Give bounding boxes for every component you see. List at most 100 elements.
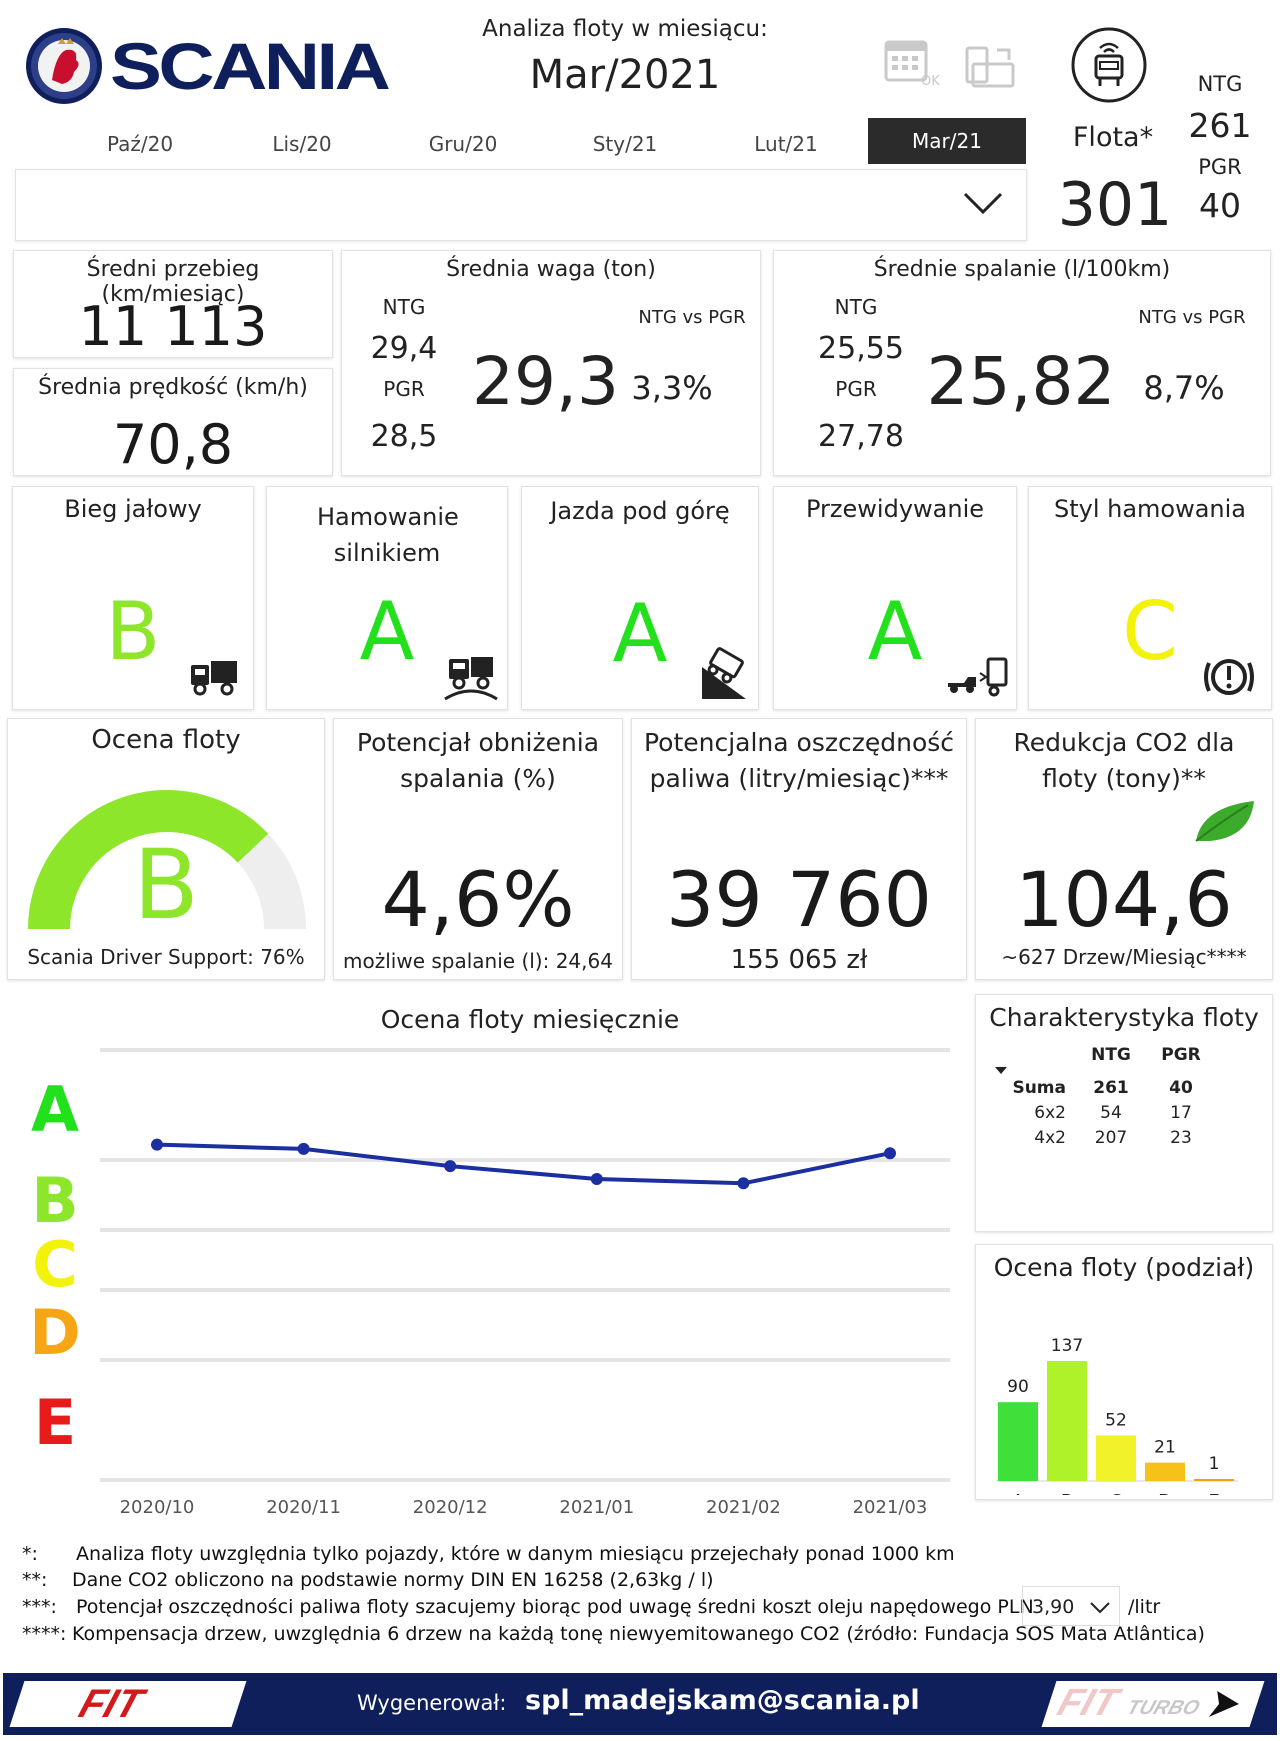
bar-value-label: 21 — [1154, 1438, 1176, 1458]
chart-grade-label: C — [32, 1228, 78, 1301]
tab-month[interactable]: Paź/20 — [106, 132, 174, 156]
score-card-anticipation: Przewidywanie A — [773, 486, 1017, 710]
weight-ntg-value: 29,4 — [370, 331, 438, 366]
chart-grade-label: D — [29, 1296, 80, 1369]
row-pgr: 17 — [1170, 1103, 1192, 1123]
bar-category-label: A — [1012, 1491, 1025, 1495]
rating-distribution-chart: 90 A 137 B 52 C 21 D 1 E — [996, 1336, 1238, 1495]
chart-x-tick: 2020/10 — [119, 1497, 195, 1518]
bar-c[interactable] — [1096, 1435, 1136, 1481]
characteristics-row: 6x2 54 17 — [996, 1103, 1256, 1127]
chart-data-point[interactable] — [444, 1160, 457, 1173]
truck-engine-brake-icon — [444, 657, 498, 701]
footer-bar: FIT Wygenerował: spl_madejskam@scania.pl… — [3, 1673, 1277, 1735]
score-grade: A — [867, 585, 923, 678]
chart-grade-label: E — [34, 1386, 76, 1459]
row-label: 6x2 — [1034, 1103, 1066, 1123]
scania-logo — [22, 24, 422, 114]
fuel-ntg-label: NTG — [834, 295, 878, 319]
calendar-icon[interactable]: OK — [880, 34, 940, 94]
savings-card: Potencjalna oszczędność paliwa (litry/mi… — [631, 718, 967, 980]
tab-month[interactable]: Lut/21 — [754, 132, 818, 156]
footnote-2-mark: **: — [22, 1569, 48, 1591]
footnote-3: Potencjał oszczędności paliwa floty szac… — [76, 1596, 1034, 1618]
fuel-ntg-value: 25,55 — [818, 331, 904, 366]
score-card-engine-brake: Hamowanie silnikiem A — [266, 486, 508, 710]
weight-value: 29,3 — [472, 343, 619, 420]
footnote-1: Analiza floty uwzględnia tylko pojazdy, … — [76, 1543, 955, 1565]
truck-uphill-icon — [702, 647, 746, 699]
fleet-rating-caption: Scania Driver Support: 76% — [27, 945, 305, 969]
potential-value: 4,6% — [381, 855, 575, 944]
leaf-icon — [1195, 801, 1254, 842]
tab-month[interactable]: Gru/20 — [428, 132, 498, 156]
co2-card: Redukcja CO2 dla floty (tony)** 104,6 ~6… — [975, 718, 1273, 980]
footnote-4: Kompensacja drzew, uwzględnia 6 drzew na… — [72, 1623, 1205, 1645]
mileage-value: 11 113 — [78, 295, 268, 358]
fuel-price-dropdown[interactable]: 3,90 — [1022, 1586, 1120, 1626]
fuel-cmp-label: NTG vs PGR — [1138, 307, 1246, 328]
tab-month[interactable]: Sty/21 — [592, 132, 658, 156]
fit-turbo-logo-sub: TURBO — [1124, 1697, 1203, 1719]
fleet-label: Flota* — [1072, 122, 1154, 153]
row-ntg: 261 — [1093, 1078, 1129, 1098]
characteristics-col-pgr: PGR — [1161, 1045, 1201, 1065]
potential-title: Potencjał obniżenia spalania (%) — [356, 728, 600, 793]
chart-data-point[interactable] — [590, 1173, 603, 1185]
bar-d[interactable] — [1145, 1462, 1185, 1481]
tab-month-active[interactable]: Mar/21 — [868, 118, 1026, 164]
fleet-rating-card: Ocena floty B Scania Driver Support: 76% — [7, 718, 325, 980]
potential-caption: możliwe spalanie (l): 24,64 — [343, 949, 613, 973]
fleet-rating-title: Ocena floty — [91, 725, 241, 755]
fleet-characteristics-card: Charakterystyka floty NTG PGR Suma 261 4… — [975, 994, 1273, 1232]
rating-distribution-title: Ocena floty (podział) — [993, 1253, 1255, 1282]
arrow-right-icon — [1208, 1691, 1239, 1717]
truck-anticipation-icon — [948, 657, 1008, 697]
fuel-price-value: 3,90 — [1032, 1596, 1075, 1618]
bar-b[interactable] — [1047, 1361, 1087, 1481]
fit-logo-left: FIT — [9, 1681, 247, 1727]
chart-data-point[interactable] — [151, 1138, 163, 1151]
fit-turbo-logo: FIT TURBO — [1041, 1681, 1265, 1727]
ntg-label: NTG — [1197, 72, 1243, 96]
generated-by-email[interactable]: spl_madejskam@scania.pl — [525, 1685, 920, 1716]
bar-e[interactable] — [1194, 1479, 1234, 1481]
co2-title: Redukcja CO2 dla floty (tony)** — [1013, 728, 1235, 793]
score-title: Bieg jałowy — [64, 495, 202, 523]
weight-card: Średnia waga (ton) NTG 29,4 PGR 28,5 29,… — [341, 250, 761, 476]
bar-a[interactable] — [998, 1402, 1038, 1481]
tab-month[interactable]: Lis/20 — [272, 132, 332, 156]
generated-by-label: Wygenerował: — [357, 1691, 507, 1715]
export-icon[interactable] — [963, 40, 1021, 92]
rating-distribution-card: Ocena floty (podział) 90 A 137 B 52 C 21 D 1 E — [975, 1244, 1273, 1500]
fuel-title: Średnie spalanie (l/100km) — [873, 257, 1171, 282]
bar-category-label: C — [1110, 1491, 1123, 1495]
score-grade: A — [612, 587, 668, 680]
mileage-card: Średni przebieg (km/miesiąc) 11 113 — [13, 250, 333, 358]
footnote-2: Dane CO2 obliczono na podstawie normy DI… — [72, 1569, 714, 1591]
potential-card: Potencjał obniżenia spalania (%) 4,6% mo… — [333, 718, 623, 980]
fuel-value: 25,82 — [926, 343, 1116, 420]
chart-data-point[interactable] — [737, 1177, 750, 1190]
fuel-card: Średnie spalanie (l/100km) NTG 25,55 PGR… — [773, 250, 1271, 476]
characteristics-row: 4x2 207 23 — [996, 1128, 1256, 1152]
weight-cmp-label: NTG vs PGR — [638, 307, 746, 328]
filter-dropdown[interactable] — [15, 169, 1027, 241]
chart-grade-label: A — [31, 1073, 79, 1146]
bar-category-label: E — [1208, 1491, 1219, 1495]
savings-value: 39 760 — [666, 855, 932, 944]
fleet-icon — [1070, 26, 1148, 104]
fit-logo-left-text: FIT — [73, 1682, 149, 1726]
fit-turbo-logo-text: FIT — [1052, 1682, 1124, 1724]
score-title: Jazda pod górę — [550, 497, 730, 525]
chart-data-point[interactable] — [884, 1147, 896, 1160]
pgr-label: PGR — [1198, 155, 1242, 179]
score-card-idle: Bieg jałowy B — [12, 486, 254, 710]
chart-data-point[interactable] — [297, 1142, 310, 1155]
fleet-rating-gauge — [27, 789, 306, 929]
footnote-1-mark: *: — [22, 1543, 38, 1565]
fuel-price-unit: /litr — [1128, 1596, 1161, 1618]
collapse-caret-icon[interactable] — [994, 1065, 1008, 1075]
